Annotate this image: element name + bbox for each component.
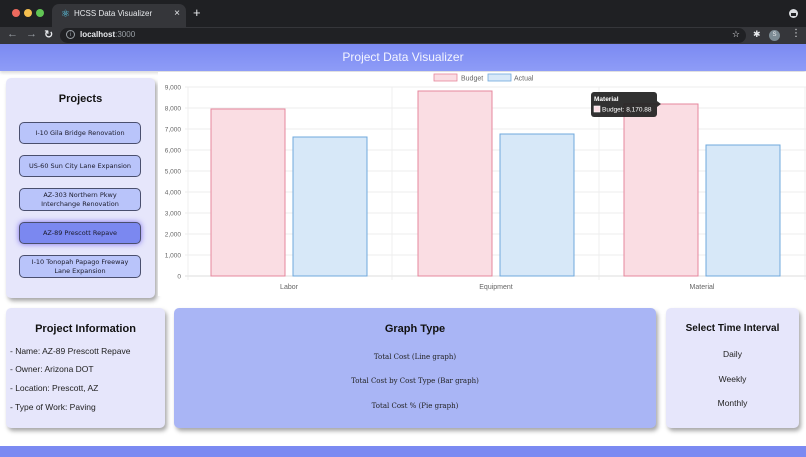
- project-info-title: Project Information: [35, 323, 136, 335]
- interval-option-monthly[interactable]: Monthly: [717, 398, 748, 408]
- graph-option-bar[interactable]: Total Cost by Cost Type (Bar graph): [351, 377, 479, 385]
- time-interval-panel: Select Time Interval Daily Weekly Monthl…: [666, 308, 799, 428]
- svg-text:Equipment: Equipment: [479, 284, 513, 291]
- svg-text:1,000: 1,000: [165, 253, 182, 260]
- svg-text:7,000: 7,000: [165, 127, 182, 134]
- back-arrow-icon[interactable]: ←: [7, 28, 18, 40]
- tab-title: HCSS Data Visualizer: [74, 9, 153, 18]
- y-axis-labels: 9,000 8,000 7,000 6,000 5,000 4,000 3,00…: [165, 85, 182, 281]
- forward-arrow-icon[interactable]: →: [26, 28, 37, 40]
- graph-option-line[interactable]: Total Cost (Line graph): [373, 353, 457, 361]
- tooltip-label: Budget: 8,170.88: [602, 107, 652, 114]
- time-interval-title: Select Time Interval: [685, 323, 780, 334]
- chart-tooltip: Material Budget: 8,170.88: [591, 92, 661, 117]
- tooltip-swatch: [593, 105, 601, 113]
- bar-labor-actual[interactable]: [292, 136, 368, 277]
- bookmark-star-icon[interactable]: ☆: [731, 29, 740, 39]
- project-info-type: - Type of Work: Paving: [10, 402, 96, 412]
- project-info-owner: - Owner: Arizona DOT: [10, 364, 94, 374]
- info-icon[interactable]: i: [66, 30, 75, 39]
- project-button-az303-northern[interactable]: AZ-303 Northern Pkwy Interchange Renovat…: [19, 188, 141, 211]
- address-bar[interactable]: i localhost:3000 ☆: [60, 28, 746, 43]
- svg-text:5,000: 5,000: [165, 169, 182, 176]
- minimize-window-button[interactable]: [24, 9, 32, 17]
- projects-panel: Projects I-10 Gila Bridge Renovation US-…: [6, 78, 155, 298]
- legend-budget-label[interactable]: Budget: [461, 76, 483, 83]
- bar-labor-budget[interactable]: [210, 108, 286, 277]
- project-button-i10-tonopah[interactable]: I-10 Tonopah Papago Freeway Lane Expansi…: [19, 255, 141, 278]
- bar-material-actual[interactable]: [705, 144, 781, 277]
- bar-equipment-budget[interactable]: [417, 90, 493, 277]
- legend-actual-swatch[interactable]: [487, 73, 512, 82]
- bar-equipment-actual[interactable]: [499, 133, 575, 277]
- grid-lines: [185, 86, 806, 280]
- graph-option-pie[interactable]: Total Cost % (Pie graph): [371, 402, 459, 410]
- browser-menu-icon[interactable]: ⋮: [791, 28, 801, 39]
- graph-type-panel: Graph Type Total Cost (Line graph) Total…: [174, 308, 656, 428]
- project-button-az89-prescott[interactable]: AZ-89 Prescott Repave: [19, 222, 141, 244]
- app-title: Project Data Visualizer: [342, 50, 464, 64]
- browser-tab[interactable]: ⚛ HCSS Data Visualizer ×: [52, 4, 186, 27]
- project-info-location: - Location: Prescott, AZ: [10, 383, 99, 393]
- svg-text:Material: Material: [690, 284, 715, 291]
- tab-close-icon[interactable]: ×: [174, 8, 180, 19]
- react-icon: ⚛: [61, 9, 70, 20]
- interval-option-daily[interactable]: Daily: [723, 349, 742, 359]
- tab-search-icon[interactable]: [789, 9, 798, 18]
- browser-tab-bar: ⚛ HCSS Data Visualizer × +: [0, 0, 806, 27]
- maximize-window-button[interactable]: [36, 9, 44, 17]
- projects-title: Projects: [58, 93, 103, 105]
- interval-option-weekly[interactable]: Weekly: [718, 374, 747, 384]
- svg-text:9,000: 9,000: [165, 85, 182, 92]
- svg-text:4,000: 4,000: [165, 190, 182, 197]
- graph-type-title: Graph Type: [384, 323, 446, 335]
- project-button-us60-sun-city[interactable]: US-60 Sun City Lane Expansion: [19, 155, 141, 177]
- profile-avatar[interactable]: S: [769, 30, 780, 41]
- reload-icon[interactable]: ↻: [44, 29, 54, 41]
- new-tab-button[interactable]: +: [193, 5, 201, 20]
- x-axis-labels: Labor Equipment Material: [280, 284, 715, 291]
- tooltip-title: Material: [594, 96, 619, 103]
- extensions-puzzle-icon[interactable]: ✱: [753, 29, 761, 39]
- page: Project Data Visualizer Projects I-10 Gi…: [0, 44, 806, 457]
- browser-toolbar: ← → ↻ i localhost:3000 ☆ ✱ S ⋮: [0, 27, 806, 44]
- app-header: Project Data Visualizer: [0, 44, 806, 71]
- url-text: localhost:3000: [80, 30, 136, 39]
- bar-material-budget[interactable]: [623, 103, 699, 277]
- bar-chart[interactable]: Budget Actual 9,: [158, 72, 806, 296]
- close-window-button[interactable]: [12, 9, 20, 17]
- app-footer: [0, 446, 806, 457]
- project-info-name: - Name: AZ-89 Prescott Repave: [10, 346, 131, 356]
- legend-actual-label[interactable]: Actual: [514, 76, 534, 83]
- legend-budget-swatch[interactable]: [433, 73, 458, 82]
- svg-text:Labor: Labor: [280, 284, 299, 291]
- bar-chart-svg: Budget Actual 9,: [165, 73, 806, 291]
- project-button-i10-gila[interactable]: I-10 Gila Bridge Renovation: [19, 122, 141, 144]
- svg-text:0: 0: [177, 274, 181, 281]
- svg-text:8,000: 8,000: [165, 106, 182, 113]
- project-info-panel: Project Information - Name: AZ-89 Presco…: [6, 308, 165, 428]
- svg-text:3,000: 3,000: [165, 211, 182, 218]
- svg-text:2,000: 2,000: [165, 232, 182, 239]
- svg-text:6,000: 6,000: [165, 148, 182, 155]
